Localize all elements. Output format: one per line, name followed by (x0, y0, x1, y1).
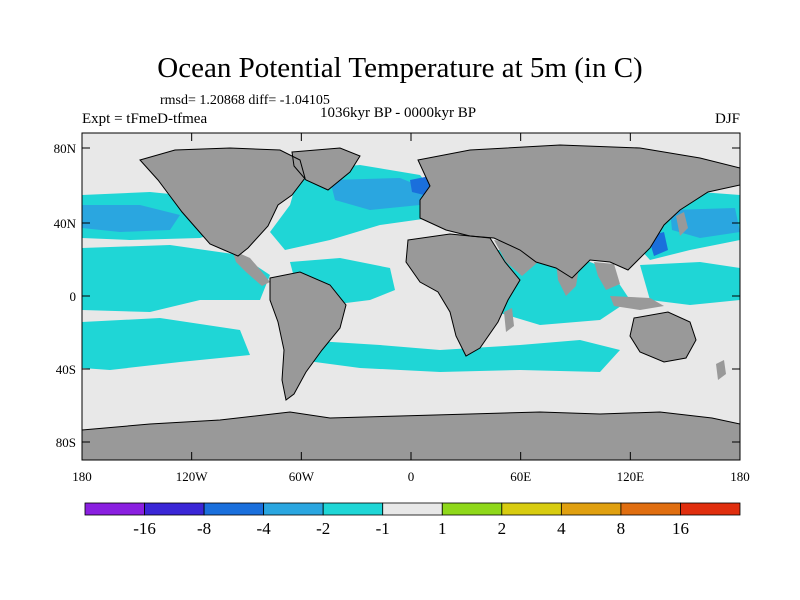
chart-title: Ocean Potential Temperature at 5m (in C) (157, 52, 643, 84)
colorbar-swatch (203, 502, 265, 516)
colorbar-label: 2 (498, 519, 507, 538)
lon-label: 120W (176, 469, 209, 484)
land-north-america (140, 148, 305, 256)
lat-label: 40S (56, 362, 76, 377)
land-africa (406, 234, 520, 356)
land-madagascar (504, 308, 514, 332)
lat-label: 80S (56, 435, 76, 450)
land-central-america (232, 250, 270, 286)
land-south-america (270, 272, 346, 400)
land-new-zealand (716, 360, 726, 380)
stats-text: rmsd= 1.20868 diff= -1.04105 (160, 93, 330, 108)
colorbar-label: -2 (316, 519, 330, 538)
colorbar-label: 4 (557, 519, 566, 538)
coastline-greenland (291, 147, 361, 191)
coastline-africa (405, 233, 521, 357)
lat-axis: 80N 40N 0 40S 80S (54, 141, 740, 450)
land-japan (676, 212, 688, 236)
colorbar-swatch (84, 502, 145, 516)
lat-label: 40N (54, 216, 77, 231)
cool-patch-north-atlantic (330, 178, 430, 210)
period-label: 1036kyr BP - 0000kyr BP (320, 105, 477, 121)
cool-band-west-pacific (640, 262, 740, 305)
lon-label: 180 (72, 469, 92, 484)
colorbar-swatch (322, 502, 384, 516)
lat-label: 0 (70, 289, 77, 304)
colorbar-label: -16 (133, 519, 156, 538)
colorbar-label: 1 (438, 519, 447, 538)
land-india (556, 262, 580, 296)
colorbar-swatch (501, 502, 562, 516)
colorbar-swatch (263, 502, 324, 516)
lat-label: 80N (54, 141, 77, 156)
experiment-label: Expt = tFmeD-tfmea (82, 111, 208, 127)
lon-label: 180 (730, 469, 750, 484)
colorbar-swatch (680, 502, 741, 516)
season-label: DJF (714, 111, 740, 127)
cool-band-southern-ocean (82, 318, 250, 370)
cool-patch-north-pacific (82, 205, 180, 232)
lon-label: 60E (510, 469, 531, 484)
land-southeast-asia (594, 262, 620, 290)
colorbar-label: 16 (672, 519, 689, 538)
colorbar-label: 8 (617, 519, 626, 538)
coastline-eurasia (417, 144, 740, 279)
land-arabia (494, 240, 538, 276)
colorbar: -16 -8 -4 -2 -1 1 2 4 8 16 (84, 502, 741, 538)
cool-patch-kuroshio (670, 208, 740, 238)
lon-label: 120E (617, 469, 645, 484)
land-masses (82, 145, 740, 460)
coastline-antarctica (82, 411, 740, 431)
colorbar-swatch (560, 502, 622, 516)
land-greenland (292, 148, 360, 190)
colorbar-swatch (620, 502, 681, 516)
strong-cooling-patches (82, 176, 740, 256)
land-antarctica (82, 412, 740, 460)
lon-axis: 180 120W 60W 0 60E 120E 180 (72, 133, 750, 484)
colorbar-swatch (382, 502, 443, 516)
coastline-north-america (139, 147, 306, 257)
coastline-australia (629, 311, 697, 363)
land-indonesia (610, 296, 664, 310)
colorbar-swatch (144, 502, 205, 516)
lon-label: 0 (408, 469, 415, 484)
coastline-south-america (269, 271, 347, 401)
cool-band-south-atlantic (300, 340, 620, 372)
land-australia (630, 312, 696, 362)
colorbar-label: -8 (197, 519, 211, 538)
coastlines (82, 144, 740, 431)
colorbar-swatch (441, 502, 503, 516)
cool-band-tropical-pacific (82, 245, 270, 312)
colorbar-label: -1 (376, 519, 390, 538)
colorbar-label: -4 (257, 519, 272, 538)
lon-label: 60W (289, 469, 315, 484)
land-eurasia (418, 145, 740, 278)
